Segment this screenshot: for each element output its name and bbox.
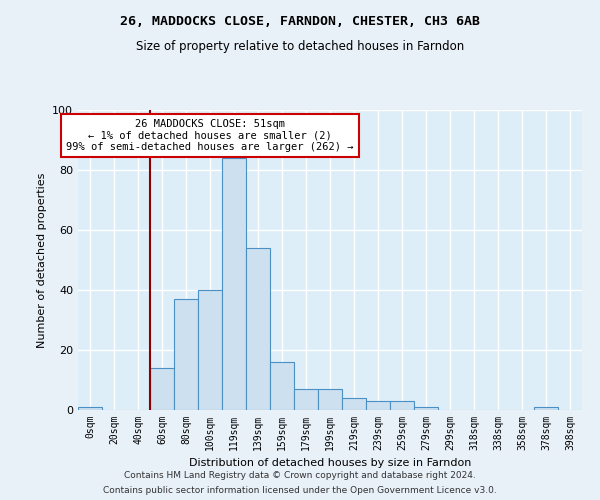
Bar bbox=[150, 368, 174, 410]
Bar bbox=[366, 401, 390, 410]
Bar bbox=[246, 248, 270, 410]
Bar bbox=[342, 398, 366, 410]
Bar bbox=[318, 389, 342, 410]
Bar bbox=[222, 158, 246, 410]
Bar bbox=[270, 362, 294, 410]
Bar bbox=[78, 407, 102, 410]
Text: Contains public sector information licensed under the Open Government Licence v3: Contains public sector information licen… bbox=[103, 486, 497, 495]
Bar bbox=[414, 407, 438, 410]
Bar bbox=[198, 290, 222, 410]
Bar bbox=[174, 299, 198, 410]
Text: 26, MADDOCKS CLOSE, FARNDON, CHESTER, CH3 6AB: 26, MADDOCKS CLOSE, FARNDON, CHESTER, CH… bbox=[120, 15, 480, 28]
Bar bbox=[294, 389, 318, 410]
Bar bbox=[390, 401, 414, 410]
Bar bbox=[534, 407, 558, 410]
Y-axis label: Number of detached properties: Number of detached properties bbox=[37, 172, 47, 348]
Text: Contains HM Land Registry data © Crown copyright and database right 2024.: Contains HM Land Registry data © Crown c… bbox=[124, 471, 476, 480]
X-axis label: Distribution of detached houses by size in Farndon: Distribution of detached houses by size … bbox=[189, 458, 471, 468]
Text: Size of property relative to detached houses in Farndon: Size of property relative to detached ho… bbox=[136, 40, 464, 53]
Text: 26 MADDOCKS CLOSE: 51sqm
← 1% of detached houses are smaller (2)
99% of semi-det: 26 MADDOCKS CLOSE: 51sqm ← 1% of detache… bbox=[66, 119, 354, 152]
